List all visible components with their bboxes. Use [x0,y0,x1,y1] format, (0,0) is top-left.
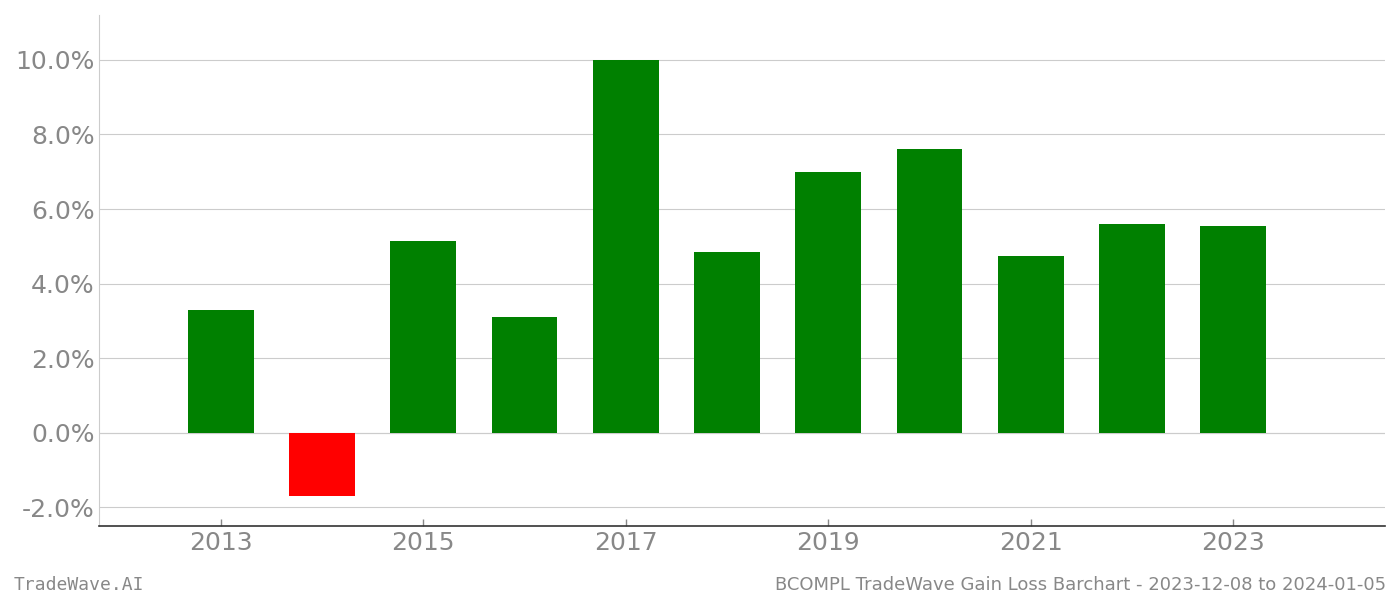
Bar [1200,226,1266,433]
Bar [188,310,253,433]
Bar [491,317,557,433]
Bar [1099,224,1165,433]
Bar [288,433,354,496]
Bar [694,252,760,433]
Bar [795,172,861,433]
Text: BCOMPL TradeWave Gain Loss Barchart - 2023-12-08 to 2024-01-05: BCOMPL TradeWave Gain Loss Barchart - 20… [774,576,1386,594]
Bar [998,256,1064,433]
Bar [592,60,658,433]
Bar [391,241,456,433]
Text: TradeWave.AI: TradeWave.AI [14,576,144,594]
Bar [896,149,962,433]
